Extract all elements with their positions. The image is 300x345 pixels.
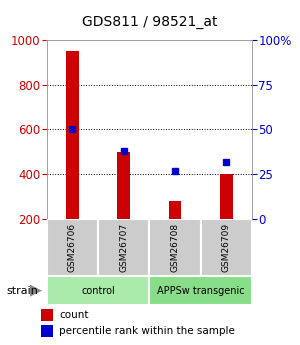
Bar [46,276,149,305]
Text: control: control [81,286,115,296]
Bar [98,219,149,276]
Text: GDS811 / 98521_at: GDS811 / 98521_at [82,16,218,29]
Bar [149,219,201,276]
Bar [201,219,252,276]
Text: count: count [59,310,89,320]
Text: GSM26709: GSM26709 [222,223,231,272]
Text: percentile rank within the sample: percentile rank within the sample [59,326,235,336]
Text: APPSw transgenic: APPSw transgenic [157,286,244,296]
Bar [41,309,53,321]
Text: GSM26708: GSM26708 [170,223,179,272]
Bar [169,201,182,219]
Polygon shape [30,285,42,297]
Text: strain: strain [6,286,38,296]
Bar [220,174,233,219]
Text: GSM26707: GSM26707 [119,223,128,272]
Text: GSM26706: GSM26706 [68,223,77,272]
Bar [66,51,79,219]
Bar [149,276,252,305]
Bar [117,152,130,219]
Bar [46,219,98,276]
Bar [41,325,53,337]
